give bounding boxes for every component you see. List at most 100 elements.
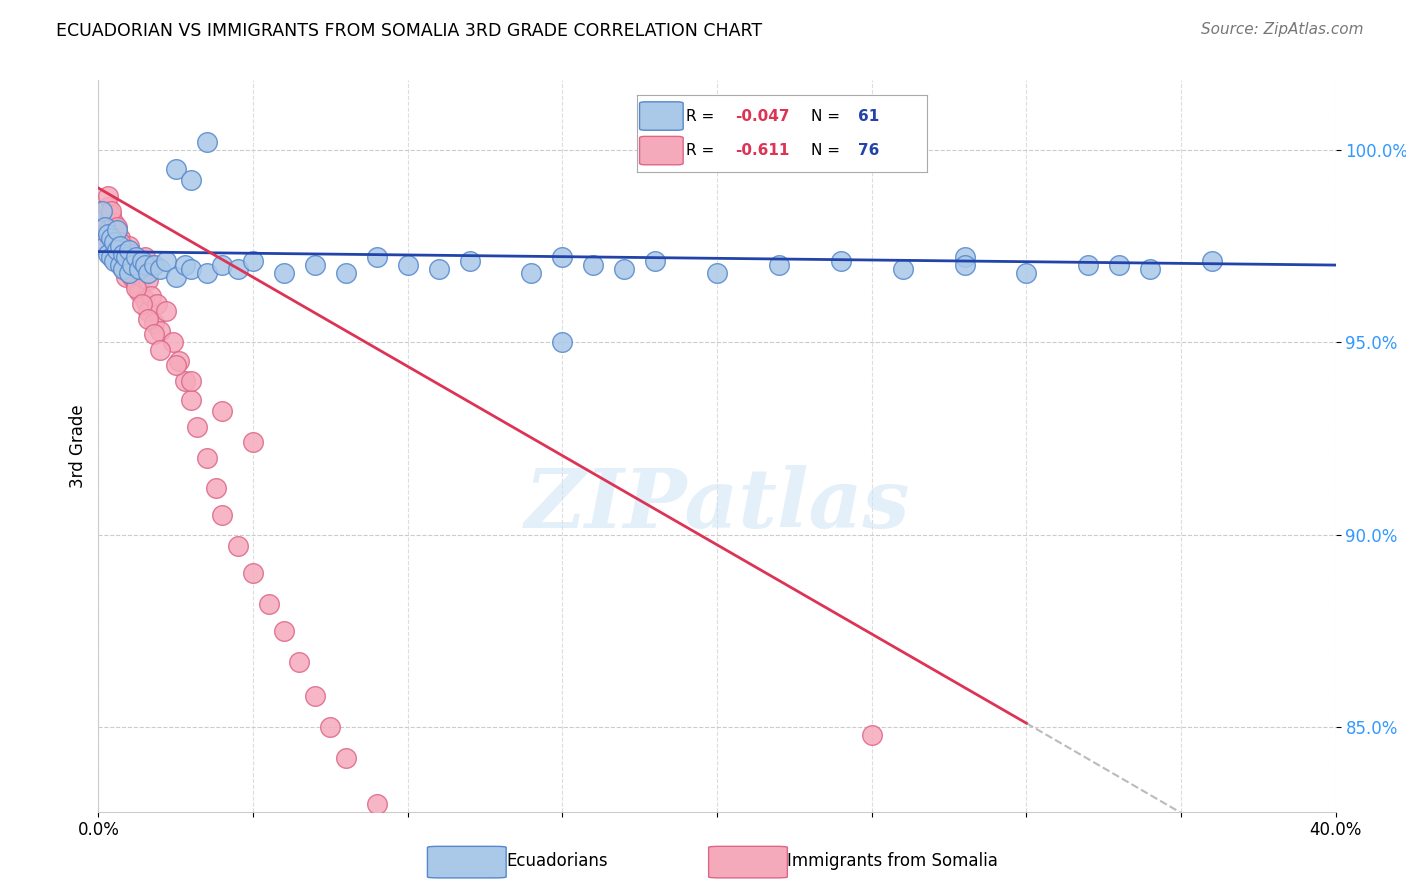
Point — [335, 751, 357, 765]
Point — [136, 273, 159, 287]
Point — [165, 161, 187, 176]
Point — [143, 316, 166, 330]
Point — [128, 261, 150, 276]
Point — [139, 289, 162, 303]
Point — [830, 254, 852, 268]
Text: R =: R = — [686, 109, 720, 123]
Point — [768, 258, 790, 272]
Point — [366, 797, 388, 811]
Point — [226, 539, 249, 553]
Point — [953, 258, 976, 272]
Point — [118, 243, 141, 257]
Point — [1015, 266, 1038, 280]
Point — [97, 246, 120, 260]
FancyBboxPatch shape — [640, 102, 683, 130]
Point — [90, 204, 112, 219]
Point — [97, 188, 120, 202]
Point — [149, 261, 172, 276]
Point — [100, 204, 122, 219]
Point — [124, 277, 146, 292]
Point — [458, 254, 481, 268]
FancyBboxPatch shape — [640, 136, 683, 165]
Point — [103, 235, 125, 249]
Text: Source: ZipAtlas.com: Source: ZipAtlas.com — [1201, 22, 1364, 37]
Point — [860, 728, 883, 742]
Y-axis label: 3rd Grade: 3rd Grade — [69, 404, 87, 488]
Point — [93, 219, 115, 234]
Text: ZIPatlas: ZIPatlas — [524, 465, 910, 544]
Point — [93, 239, 115, 253]
Point — [108, 239, 131, 253]
Point — [180, 392, 202, 407]
Point — [273, 266, 295, 280]
Point — [100, 231, 122, 245]
Point — [180, 261, 202, 276]
Point — [1139, 261, 1161, 276]
Point — [551, 334, 574, 349]
Point — [396, 258, 419, 272]
Point — [143, 258, 166, 272]
Point — [162, 334, 184, 349]
Point — [288, 655, 311, 669]
Text: 76: 76 — [858, 143, 879, 158]
Point — [1077, 258, 1099, 272]
Point — [319, 720, 342, 734]
Point — [155, 304, 177, 318]
Text: -0.047: -0.047 — [735, 109, 790, 123]
Point — [891, 261, 914, 276]
Point — [149, 324, 172, 338]
Point — [366, 251, 388, 265]
Point — [427, 874, 450, 888]
Point — [90, 227, 112, 242]
Point — [115, 269, 138, 284]
Point — [551, 251, 574, 265]
Point — [136, 266, 159, 280]
Point — [124, 251, 146, 265]
Point — [257, 597, 280, 611]
Point — [100, 231, 122, 245]
Point — [118, 239, 141, 253]
Point — [121, 246, 143, 260]
Point — [90, 204, 112, 219]
Point — [242, 435, 264, 450]
Point — [105, 219, 128, 234]
Point — [211, 404, 233, 418]
Point — [115, 251, 138, 265]
Point — [143, 327, 166, 342]
Point — [112, 261, 135, 276]
Point — [103, 239, 125, 253]
Point — [165, 269, 187, 284]
Point — [195, 450, 218, 465]
Point — [97, 227, 120, 242]
Point — [100, 208, 122, 222]
Point — [128, 261, 150, 276]
Point — [304, 690, 326, 704]
Point — [124, 281, 146, 295]
Point — [108, 235, 131, 249]
Point — [97, 223, 120, 237]
Point — [195, 266, 218, 280]
Point — [134, 258, 156, 272]
Point — [112, 239, 135, 253]
Point — [226, 261, 249, 276]
Point — [93, 235, 115, 249]
Point — [131, 296, 153, 310]
Point — [103, 254, 125, 268]
Point — [115, 246, 138, 260]
Point — [134, 251, 156, 265]
Point — [108, 254, 131, 268]
Point — [396, 836, 419, 850]
Point — [115, 251, 138, 265]
Point — [1108, 258, 1130, 272]
Point — [273, 624, 295, 638]
Point — [582, 258, 605, 272]
Point — [105, 223, 128, 237]
Point — [149, 343, 172, 357]
Point — [105, 246, 128, 260]
Point — [124, 254, 146, 268]
Point — [520, 266, 543, 280]
Point — [427, 261, 450, 276]
Point — [613, 261, 636, 276]
Point — [121, 269, 143, 284]
Point — [165, 358, 187, 372]
